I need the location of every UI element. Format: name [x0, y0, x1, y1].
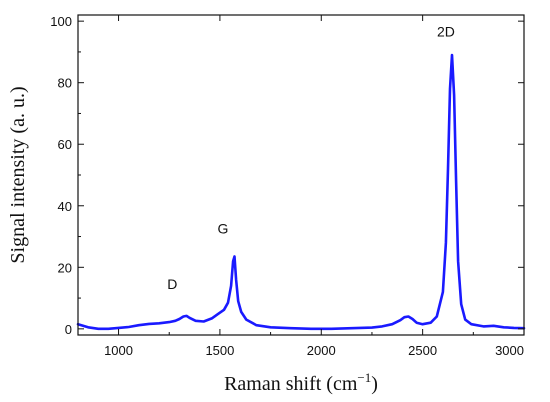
- ticks-layer: [78, 15, 525, 335]
- x-tick-label-2500: 2500: [408, 343, 437, 358]
- y-tick-label-60: 60: [58, 137, 72, 152]
- plot-layer: [76, 53, 526, 331]
- y-tick-label-0: 0: [65, 322, 72, 337]
- peak-label-d: D: [167, 276, 177, 292]
- tick-labels-layer: 1000 1500 2000 2500 3000 0 20 40 60 80 100: [50, 14, 524, 358]
- spectrum-line-0: [76, 53, 526, 331]
- y-axis-title: Signal intensity (a. u.): [7, 86, 29, 263]
- annotations-layer: D G 2D: [167, 24, 455, 292]
- x-axis-title: Raman shift (cm−1): [224, 370, 378, 395]
- y-tick-label-20: 20: [58, 260, 72, 275]
- x-axis-title-close: ): [371, 373, 378, 395]
- x-tick-label-1000: 1000: [104, 343, 133, 358]
- y-tick-label-40: 40: [58, 199, 72, 214]
- x-tick-label-1500: 1500: [205, 343, 234, 358]
- y-tick-label-80: 80: [58, 76, 72, 91]
- y-tick-label-100: 100: [50, 14, 72, 29]
- x-axis-title-superscript: −1: [357, 370, 371, 385]
- peak-label-2d: 2D: [437, 24, 455, 40]
- peak-label-g: G: [218, 220, 229, 236]
- x-tick-label-3000: 3000: [495, 343, 524, 358]
- x-tick-label-2000: 2000: [307, 343, 336, 358]
